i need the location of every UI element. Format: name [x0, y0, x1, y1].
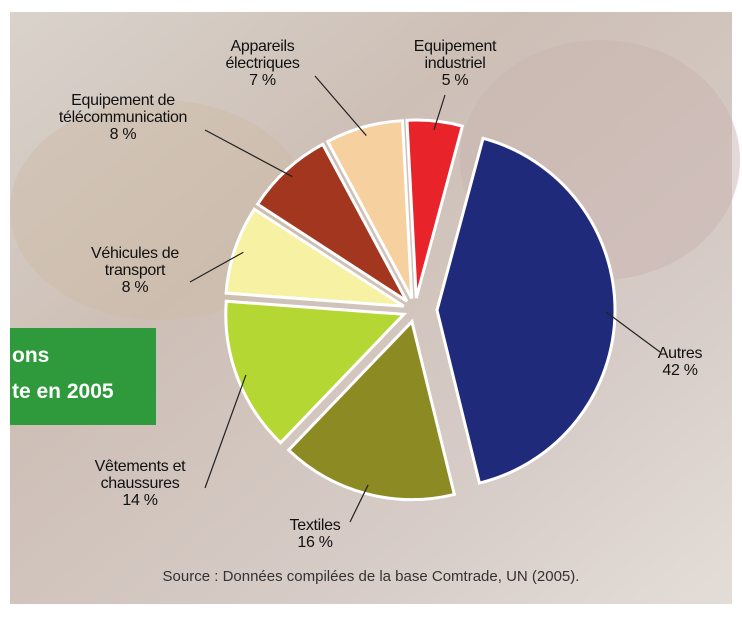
- leader-line: [204, 129, 293, 178]
- value-label: 8 %: [121, 279, 149, 296]
- slice-label: Appareils électriques 7 %: [205, 38, 320, 89]
- source-note: Source : Données compilées de la base Co…: [162, 568, 580, 585]
- category-label: Vêtements et chaussures: [94, 458, 186, 492]
- category-label: Appareils électriques: [225, 38, 300, 72]
- value-label: 8 %: [109, 126, 137, 143]
- pie-slice: [405, 118, 465, 299]
- leader-line: [204, 374, 247, 489]
- pie-slice: [435, 136, 617, 485]
- leader-line: [189, 251, 244, 283]
- category-label: Autres: [657, 345, 703, 362]
- leader-line: [605, 311, 661, 353]
- leader-line: [433, 94, 446, 131]
- pie-slice: [224, 207, 405, 308]
- value-label: 5 %: [441, 72, 469, 89]
- category-label: Textiles: [289, 517, 341, 534]
- banner-text: te en 2005: [12, 380, 114, 403]
- leader-line: [314, 75, 367, 136]
- slice-label: Equipement industriel 5 %: [385, 38, 525, 89]
- pie-slice: [325, 119, 414, 300]
- category-label: Equipement industriel: [413, 38, 497, 72]
- slice-label: Véhicules de transport 8 %: [75, 245, 195, 296]
- slice-label: Equipement de télécommunication 8 %: [28, 92, 218, 143]
- value-label: 14 %: [122, 492, 158, 509]
- value-label: 16 %: [297, 534, 333, 551]
- leader-line: [349, 484, 369, 523]
- slice-label: Autres 42 %: [640, 345, 720, 379]
- slice-label: Vêtements et chaussures 14 %: [70, 458, 210, 509]
- pie-slice: [224, 299, 408, 445]
- category-label: Véhicules de transport: [90, 245, 180, 279]
- value-label: 7 %: [249, 72, 276, 89]
- category-label: Equipement de télécommunication: [58, 92, 188, 126]
- slice-label: Textiles 16 %: [270, 517, 360, 551]
- pie-slice: [286, 318, 457, 502]
- banner-box: [10, 328, 156, 425]
- banner-text: ons: [12, 344, 50, 367]
- pie-slice: [255, 142, 409, 303]
- value-label: 42 %: [662, 362, 698, 379]
